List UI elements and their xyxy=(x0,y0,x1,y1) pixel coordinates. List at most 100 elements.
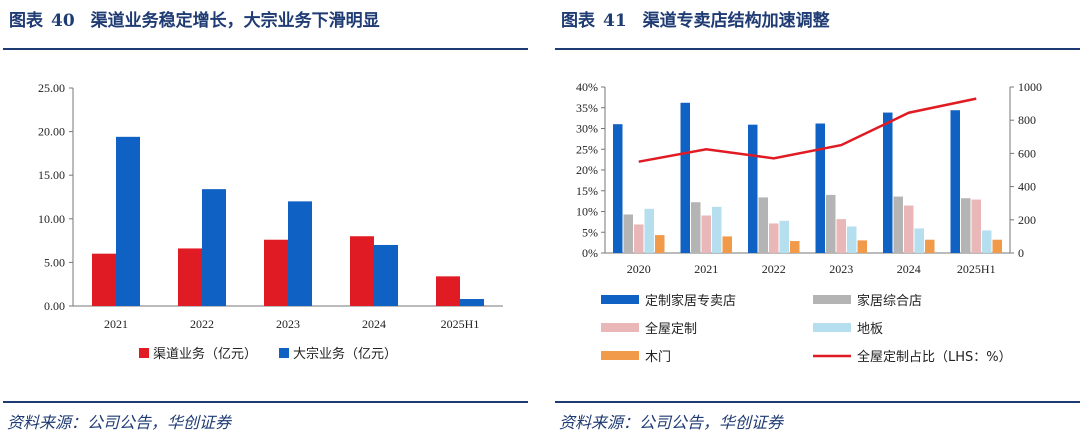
bar xyxy=(758,197,768,253)
bar xyxy=(178,248,202,306)
y-tick-label: 10.00 xyxy=(38,212,65,226)
source-note: 资料来源：公司公告，华创证券 xyxy=(7,413,232,432)
x-tick-label: 2024 xyxy=(362,317,386,331)
bar xyxy=(950,110,960,254)
bar xyxy=(613,124,623,254)
bar xyxy=(460,299,484,306)
legend-label: 大宗业务（亿元） xyxy=(293,346,397,362)
left-y-tick-label: 25% xyxy=(576,142,598,156)
bar xyxy=(701,215,711,253)
left-y-tick-label: 35% xyxy=(576,101,598,115)
bar xyxy=(691,202,701,253)
figure-caption: 渠道专卖店结构加速调整 xyxy=(642,11,830,31)
left-y-tick-label: 40% xyxy=(576,80,598,94)
chart-channel-vs-bulk: 0.00 5.00 10.00 15.00 20.00 25.00 2021 2022 2023… xyxy=(38,81,503,362)
left-y-tick-label: 30% xyxy=(576,122,598,136)
x-tick-label: 2023 xyxy=(829,262,853,276)
figure-title: 图表 41 渠道专卖店结构加速调整 xyxy=(561,6,830,31)
bar xyxy=(655,235,665,253)
legend-swatch xyxy=(601,351,639,360)
bar xyxy=(982,230,992,253)
legend-swatch xyxy=(601,295,639,304)
x-tick-label: 2022 xyxy=(190,317,214,331)
bar xyxy=(883,112,893,254)
right-y-tick-label: 800 xyxy=(1018,113,1036,127)
legend-swatch xyxy=(139,348,149,358)
left-y-tick-label: 10% xyxy=(576,205,598,219)
legend-label: 木门 xyxy=(645,350,671,365)
right-y-tick-label: 600 xyxy=(1018,146,1036,160)
bar xyxy=(779,220,789,253)
right-y-tick-label: 200 xyxy=(1018,213,1036,227)
bar xyxy=(712,206,722,253)
legend-label: 家居综合店 xyxy=(857,293,922,309)
y-tick-label: 25.00 xyxy=(38,81,65,95)
x-tick-label: 2025H1 xyxy=(441,317,480,331)
x-tick-label: 2023 xyxy=(276,317,300,331)
bar xyxy=(893,196,903,253)
bar xyxy=(722,236,732,253)
bar xyxy=(623,214,633,253)
left-y-tick-label: 5% xyxy=(582,225,598,239)
bar xyxy=(971,199,981,253)
legend-label: 地板 xyxy=(857,322,883,337)
y-tick-label: 0.00 xyxy=(44,299,65,313)
figure-caption: 渠道业务稳定增长，大宗业务下滑明显 xyxy=(90,11,380,31)
bar xyxy=(748,124,758,253)
bar xyxy=(116,136,140,306)
bar xyxy=(436,276,460,306)
bar xyxy=(634,224,644,253)
x-tick-label: 2021 xyxy=(104,317,128,331)
figure-40-panel: 图表 40 渠道业务稳定增长，大宗业务下滑明显 0.00 5.00 10.00 15.00… xyxy=(3,0,528,437)
bar xyxy=(790,241,800,253)
bar xyxy=(374,244,398,306)
bar xyxy=(769,223,779,253)
left-y-tick-label: 0% xyxy=(582,246,598,260)
figure-label: 图表 xyxy=(561,11,595,31)
x-tick-label: 2020 xyxy=(627,262,651,276)
right-y-tick-label: 400 xyxy=(1018,180,1036,194)
bar xyxy=(350,236,374,306)
legend-swatch xyxy=(813,323,851,332)
bar xyxy=(914,228,924,253)
ratio-line xyxy=(638,97,977,163)
bar xyxy=(992,239,1002,253)
figure-number: 40 xyxy=(51,11,75,31)
legend-label: 渠道业务（亿元） xyxy=(153,346,257,362)
bar xyxy=(264,239,288,306)
right-y-tick-label: 0 xyxy=(1018,246,1024,260)
x-tick-label: 2021 xyxy=(694,262,718,276)
source-note: 资料来源：公司公告，华创证券 xyxy=(559,413,784,432)
figure-number: 41 xyxy=(603,11,627,31)
bar xyxy=(836,219,846,253)
bar xyxy=(826,194,836,253)
y-tick-label: 15.00 xyxy=(38,168,65,182)
legend-swatch xyxy=(601,323,639,332)
x-tick-label: 2022 xyxy=(762,262,786,276)
bar xyxy=(815,123,825,254)
title-rule xyxy=(3,48,528,50)
legend-label: 全屋定制 xyxy=(645,321,697,337)
source-rule xyxy=(3,401,528,403)
source-rule xyxy=(555,401,1080,403)
bar xyxy=(202,189,226,306)
legend-swatch xyxy=(279,348,289,358)
bar xyxy=(288,201,312,306)
bar xyxy=(904,205,914,253)
bar xyxy=(644,208,654,253)
figure-41-panel: 图表 41 渠道专卖店结构加速调整 0% 5% 10% 15% 20% 25% 30% 35% 40… xyxy=(555,0,1080,437)
left-y-tick-label: 15% xyxy=(576,184,598,198)
title-rule xyxy=(555,48,1080,50)
right-y-tick-label: 1000 xyxy=(1018,80,1042,94)
left-y-tick-label: 20% xyxy=(576,163,598,177)
legend-swatch xyxy=(813,295,851,304)
bar xyxy=(92,253,116,306)
y-tick-label: 5.00 xyxy=(44,255,65,269)
bar xyxy=(680,102,690,254)
legend-label: 全屋定制占比（LHS：%） xyxy=(857,349,1012,365)
y-tick-label: 20.00 xyxy=(38,125,65,139)
figure-title: 图表 40 渠道业务稳定增长，大宗业务下滑明显 xyxy=(9,6,380,31)
bar xyxy=(961,198,971,253)
x-tick-label: 2025H1 xyxy=(957,262,996,276)
figure-label: 图表 xyxy=(9,11,43,31)
